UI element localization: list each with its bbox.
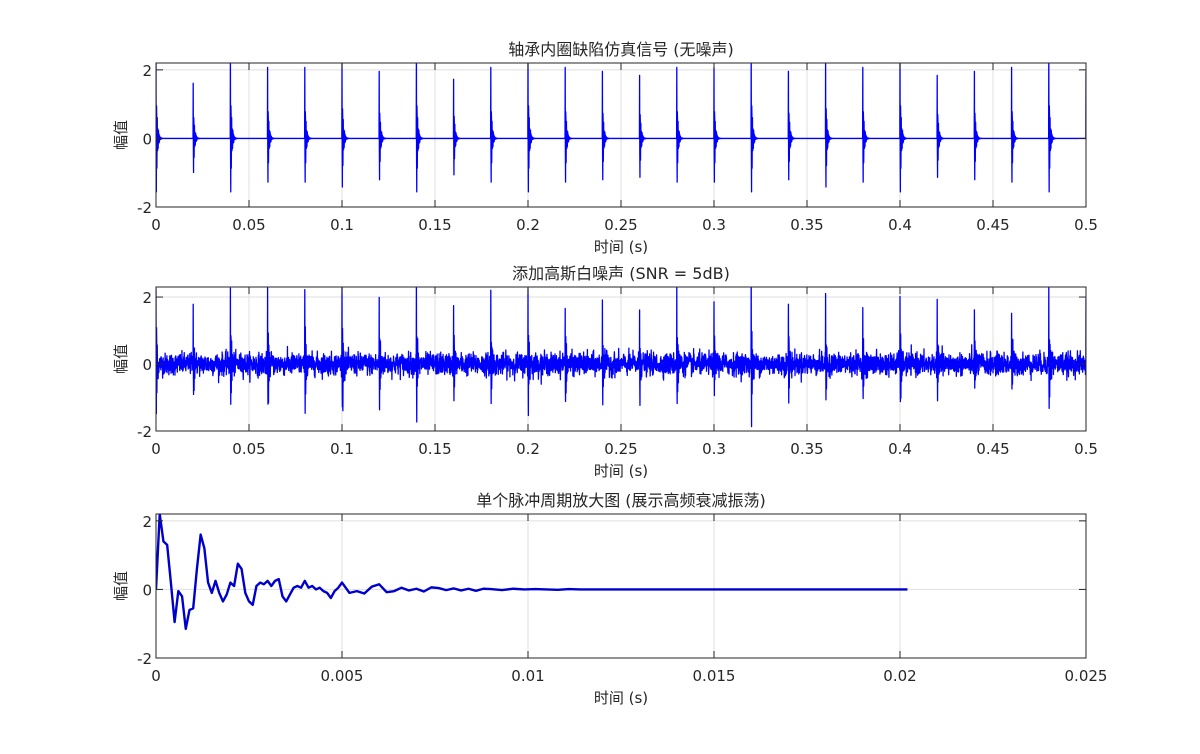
x-tick-label: 0.2: [516, 216, 540, 234]
x-tick-label: 0.5: [1074, 440, 1098, 458]
x-tick-label: 0.35: [790, 440, 823, 458]
x-tick-label: 0.1: [330, 216, 354, 234]
x-tick-label: 0.4: [888, 216, 912, 234]
y-tick-label: 0: [142, 581, 152, 599]
x-tick-label: 0.05: [232, 216, 265, 234]
x-tick-label: 0: [151, 216, 161, 234]
x-tick-label: 0.45: [976, 216, 1009, 234]
x-axis-label: 时间 (s): [594, 462, 648, 480]
y-axis-label: 幅值: [112, 344, 130, 374]
subplot-2: 0 0.05 0.1 0.15 0.2 0.25 0.3 0.35 0.4 0.45 0.5-202…: [112, 264, 1098, 480]
x-tick-label: 0.02: [883, 667, 916, 685]
x-tick-label: 0.15: [418, 440, 451, 458]
x-tick-label: 0.01: [511, 667, 544, 685]
x-tick-label: 0.35: [790, 216, 823, 234]
series-line: [156, 514, 908, 631]
series-line: [156, 63, 1086, 193]
x-tick-label: 0.25: [604, 440, 637, 458]
x-tick-label: 0.5: [1074, 216, 1098, 234]
x-tick-label: 0.3: [702, 440, 726, 458]
x-axis-label: 时间 (s): [594, 689, 648, 707]
x-tick-label: 0.05: [232, 440, 265, 458]
axes-box: [155, 513, 1087, 659]
y-tick-label: 0: [142, 356, 152, 374]
x-tick-label: 0.1: [330, 440, 354, 458]
subplot-title: 单个脉冲周期放大图 (展示高频衰减振荡): [476, 491, 766, 510]
x-tick-label: 0.25: [604, 216, 637, 234]
subplot-title: 轴承内圈缺陷仿真信号 (无噪声): [508, 40, 734, 59]
y-tick-label: -2: [137, 650, 152, 668]
x-tick-label: 0.3: [702, 216, 726, 234]
y-tick-label: -2: [137, 423, 152, 441]
x-tick-label: 0.005: [321, 667, 364, 685]
y-tick-label: -2: [137, 199, 152, 217]
x-tick-label: 0: [151, 667, 161, 685]
y-tick-label: 2: [142, 289, 152, 307]
x-tick-label: 0.025: [1065, 667, 1108, 685]
x-tick-label: 0.4: [888, 440, 912, 458]
x-tick-label: 0.15: [418, 216, 451, 234]
subplot-title: 添加高斯白噪声 (SNR = 5dB): [512, 264, 730, 283]
series-line: [156, 287, 1086, 428]
subplot-1: 0 0.05 0.1 0.15 0.2 0.25 0.3 0.35 0.4 0.45 0.5-202…: [112, 40, 1098, 256]
x-axis-label: 时间 (s): [594, 238, 648, 256]
x-tick-label: 0.015: [693, 667, 736, 685]
x-tick-label: 0.2: [516, 440, 540, 458]
y-axis-label: 幅值: [112, 120, 130, 150]
y-tick-label: 0: [142, 130, 152, 148]
y-tick-label: 2: [142, 513, 152, 531]
x-tick-label: 0.45: [976, 440, 1009, 458]
x-tick-label: 0: [151, 440, 161, 458]
y-tick-label: 2: [142, 62, 152, 80]
y-axis-label: 幅值: [112, 571, 130, 601]
